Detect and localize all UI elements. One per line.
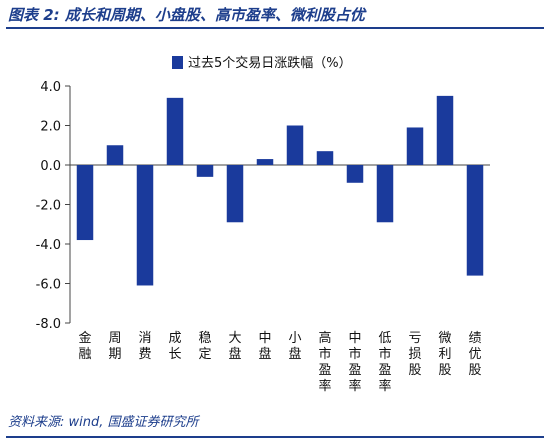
category-label: 绩优股 <box>468 331 481 378</box>
y-tick-label: -4.0 <box>36 238 61 253</box>
y-tick-label: 4.0 <box>40 80 61 95</box>
bar-高市盈率 <box>316 151 334 165</box>
bar-series <box>76 95 484 286</box>
title-divider <box>6 27 544 29</box>
bar-chart: 过去5个交易日涨跌幅（%） 4.02.00.0-2.0-4.0-6.0-8.0 … <box>36 55 490 394</box>
y-tick-label: -6.0 <box>36 278 61 293</box>
bar-消费 <box>136 165 154 286</box>
bar-大盘 <box>226 165 244 223</box>
bar-绩优股 <box>466 165 484 276</box>
legend-swatch <box>172 56 183 69</box>
bar-周期 <box>106 145 124 165</box>
category-label: 稳定 <box>198 330 211 362</box>
figure-source: 资料来源: wind, 国盛证券研究所 <box>8 415 199 430</box>
legend-label: 过去5个交易日涨跌幅（%） <box>188 55 352 71</box>
category-label: 中市盈率 <box>348 331 361 394</box>
category-label: 低市盈率 <box>378 331 391 394</box>
category-label: 大盘 <box>228 331 241 362</box>
category-label: 中盘 <box>258 331 271 362</box>
bar-微利股 <box>436 95 454 165</box>
bar-金融 <box>76 165 94 241</box>
y-tick-label: -8.0 <box>36 317 61 332</box>
y-tick-label: -2.0 <box>36 199 61 214</box>
bar-小盘 <box>286 125 304 165</box>
bar-稳定 <box>196 165 214 177</box>
category-label: 高市盈率 <box>318 330 331 394</box>
y-tick-label: 0.0 <box>40 159 61 174</box>
category-label: 周期 <box>108 331 121 362</box>
category-label: 微利股 <box>438 331 451 378</box>
bar-中市盈率 <box>346 165 364 183</box>
bar-中盘 <box>256 159 274 165</box>
source-divider <box>6 436 544 438</box>
bar-低市盈率 <box>376 165 394 223</box>
category-label: 小盘 <box>288 331 301 362</box>
category-label: 消费 <box>138 331 151 362</box>
chart-axes: 4.0 2.0 0.0 -2.0 -4.0 -6.0 -8.0 <box>36 80 490 332</box>
category-label: 成长 <box>168 331 181 362</box>
category-label: 金融 <box>78 330 91 362</box>
category-label: 亏损股 <box>408 331 421 378</box>
figure-title: 图表 2: 成长和周期、小盘股、高市盈率、微利股占优 <box>8 6 365 24</box>
bar-成长 <box>166 97 184 165</box>
bar-亏损股 <box>406 127 424 165</box>
legend: 过去5个交易日涨跌幅（%） <box>172 55 352 71</box>
y-tick-label: 2.0 <box>40 120 61 135</box>
